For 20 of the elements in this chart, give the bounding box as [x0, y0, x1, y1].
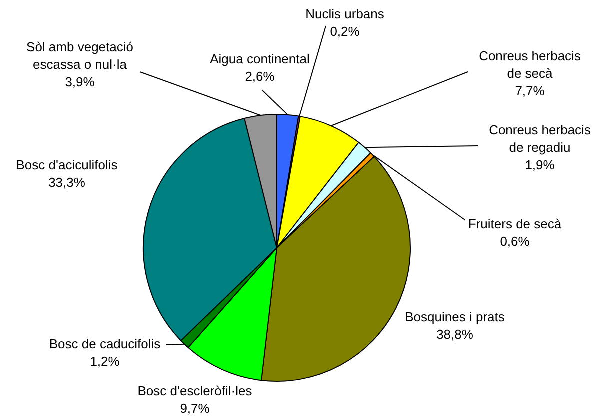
data-label: 1,9% — [525, 158, 556, 173]
slice-label: Sòl amb vegetació escassa o nul·la — [26, 40, 134, 72]
data-label: 33,3% — [48, 175, 86, 190]
slice-label: Conreus herbacis de regadiu — [489, 122, 592, 156]
slice-label: Bosquines i prats — [405, 310, 506, 325]
slice-label: Bosc d'escleròfil·les — [138, 384, 253, 399]
slice-label: Bosc de caducifolis — [49, 336, 162, 352]
data-label: 3,9% — [65, 74, 96, 90]
slice-label: Nuclis urbans — [306, 6, 385, 22]
slice-label: Aigua continental — [210, 52, 310, 67]
data-label: 38,8% — [436, 327, 474, 342]
slice-label: Fruiters de secà — [468, 216, 562, 232]
slice-label: Bosc d'aciculifolis — [16, 158, 118, 173]
slice-label: Conreus herbacis de secà — [479, 48, 582, 82]
data-label: 2,6% — [245, 69, 276, 84]
data-label: 1,2% — [90, 354, 120, 370]
data-label: 0,6% — [500, 234, 530, 250]
data-label: 9,7% — [180, 401, 210, 416]
data-label: 0,2% — [330, 24, 360, 40]
data-label: 7,7% — [515, 84, 546, 99]
